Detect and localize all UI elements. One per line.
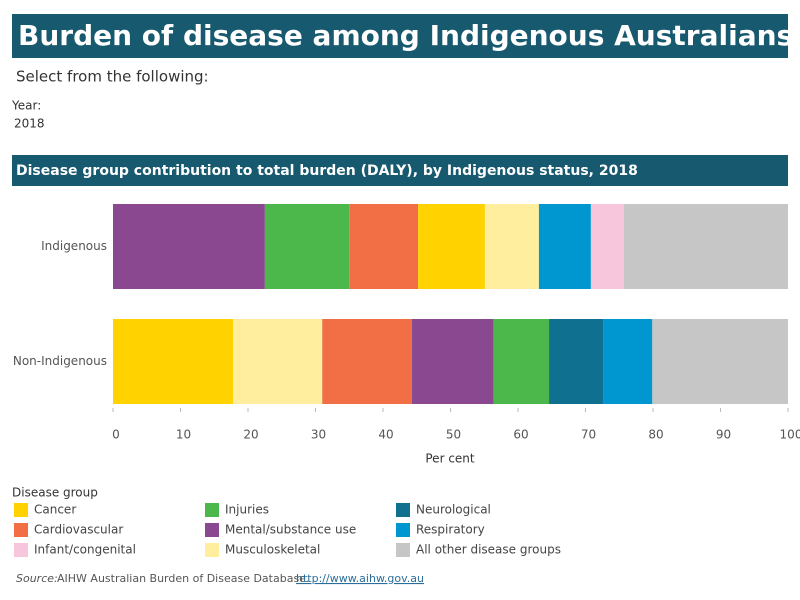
x-axis-label: Per cent <box>425 452 475 466</box>
title-bar <box>12 14 788 58</box>
legend-swatch <box>14 543 28 557</box>
legend-label: Musculoskeletal <box>225 543 320 557</box>
bar-segment <box>113 319 234 404</box>
bar-segment <box>418 204 485 289</box>
x-tick-label: 40 <box>378 428 393 442</box>
source-label: Source: <box>16 572 58 585</box>
x-tick-label: 70 <box>581 428 596 442</box>
legend-swatch <box>205 543 219 557</box>
legend-label: All other disease groups <box>416 543 561 557</box>
x-tick-label: 0 <box>112 428 120 442</box>
legend-swatch <box>14 503 28 517</box>
legend-label: Cardiovascular <box>34 523 123 537</box>
legend-swatch <box>396 543 410 557</box>
bar-segment <box>603 319 653 404</box>
page-title: Burden of disease among Indigenous Austr… <box>18 19 800 52</box>
x-tick-label: 30 <box>311 428 326 442</box>
x-tick-label: 80 <box>648 428 663 442</box>
bar-segment <box>623 204 788 289</box>
x-tick-label: 20 <box>243 428 258 442</box>
legend-label: Cancer <box>34 503 76 517</box>
bar-segment <box>113 204 265 289</box>
bar-segment <box>322 319 413 404</box>
filter-prompt: Select from the following: <box>16 68 209 86</box>
x-tick-label: 90 <box>716 428 731 442</box>
legend-label: Mental/substance use <box>225 523 356 537</box>
legend-label: Injuries <box>225 503 269 517</box>
legend-swatch <box>205 523 219 537</box>
legend-swatch <box>396 523 410 537</box>
bar-segment <box>412 319 494 404</box>
source-link[interactable]: http://www.aihw.gov.au <box>296 572 424 585</box>
y-tick-label: Indigenous <box>41 239 107 253</box>
bar-segment <box>493 319 550 404</box>
bar-segment <box>264 204 350 289</box>
bar-segment <box>349 204 419 289</box>
chart-title-bar <box>12 155 788 186</box>
bar-segment <box>484 204 539 289</box>
legend-swatch <box>205 503 219 517</box>
legend-label: Infant/congenital <box>34 543 136 557</box>
x-tick-label: 60 <box>513 428 528 442</box>
legend-title: Disease group <box>12 486 98 500</box>
legend-label: Neurological <box>416 503 491 517</box>
x-tick-label: 100 <box>780 428 800 442</box>
bar-segment <box>652 319 788 404</box>
chart-title: Disease group contribution to total burd… <box>16 163 638 179</box>
y-tick-label: Non-Indigenous <box>13 354 107 368</box>
bar-segment <box>549 319 604 404</box>
filter-label: Year: <box>11 99 41 113</box>
bar-segment <box>590 204 624 289</box>
x-tick-label: 50 <box>446 428 461 442</box>
legend-label: Respiratory <box>416 523 485 537</box>
source-text: AIHW Australian Burden of Disease Databa… <box>57 572 309 585</box>
legend-swatch <box>396 503 410 517</box>
x-tick-label: 10 <box>176 428 191 442</box>
bar-segment <box>538 204 591 289</box>
filter-value[interactable]: 2018 <box>14 117 45 131</box>
bar-segment <box>233 319 323 404</box>
legend-swatch <box>14 523 28 537</box>
